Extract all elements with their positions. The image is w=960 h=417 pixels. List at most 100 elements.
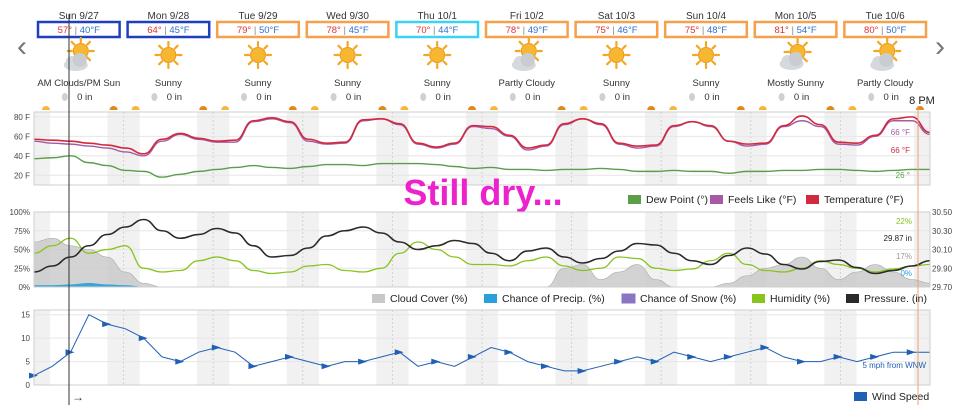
partly-cloudy-icon [511,36,543,71]
sunset-icon [378,106,387,110]
time-arrow-icon: → [72,390,84,404]
sun-icon [691,40,721,70]
wind-arrow [211,344,221,351]
sun-ray [247,60,253,66]
night-band [824,310,841,385]
night-band [213,112,230,185]
night-band [465,310,482,385]
sunset-icon [468,106,476,110]
wind-arrow [906,349,916,356]
sun-icon [154,40,183,70]
wind-arrow [870,353,880,360]
night-band [750,310,767,385]
day-column: Sun 9/27 57° | 40°F AM Clouds/PM Sun 0 in [36,11,121,110]
wind-arrow [723,353,733,360]
night-band [482,112,499,185]
day-column: Mon 10/5 81° | 54°F Mostly Sunny 0 in [753,11,838,110]
y-tick-label: 80 F [14,113,30,122]
end-label: 66 °F [891,128,910,137]
sun-icon [333,40,362,70]
day-column: Tue 10/6 80° | 50°F Partly Cloudy 0 in [843,11,928,110]
sun-ray [263,60,269,66]
wind-arrow [431,358,441,365]
temp-separator: | [162,25,170,36]
sun-disc [429,47,446,63]
night-band [197,310,214,385]
temp-separator: | [789,25,797,36]
sunrise-icon [400,106,409,110]
day-precip: 0 in [884,92,899,103]
hi-lo-temps: 64° | 45°F [147,25,189,36]
legend-swatch [846,294,859,303]
lo-temp: 44°F [438,25,458,36]
day-date: Wed 9/30 [326,11,369,22]
day-column: Fri 10/2 78° | 49°F Partly Cloudy 0 in [484,11,569,110]
temp-separator: | [878,25,886,36]
wind-arrow [541,363,550,370]
lo-temp: 54°F [797,25,817,36]
hi-temp: 70° [416,25,431,36]
right-y-tick-label: 29.70 [932,283,953,292]
night-band [734,310,751,385]
y-tick-label: 50% [14,246,30,255]
sun-ray [352,60,358,66]
lo-temp: 48°F [707,25,727,36]
sun-ray [892,40,898,46]
sun-ray [70,40,76,46]
legend-label: Cloud Cover (%) [390,293,468,305]
cloud-puff [520,53,535,67]
day-date: Fri 10/2 [510,11,544,22]
cloud-puff [72,53,87,67]
temp-separator: | [430,25,438,36]
end-label: 29.87 in [884,234,912,243]
raindrop-icon [330,93,337,101]
sun-disc [339,47,356,63]
sun-ray [606,44,612,50]
raindrop-icon [868,93,875,101]
day-condition: Sunny [334,78,361,89]
next-arrow[interactable]: › [935,30,945,63]
partly-cloudy-icon [63,36,95,71]
sun-disc [608,47,625,63]
night-band [750,112,767,185]
temp-separator: | [610,25,618,36]
end-label: 26 ° [896,171,910,180]
still-dry-annotation: Still dry... [403,172,562,213]
sunset-icon [826,106,835,110]
raindrop-icon [778,93,785,101]
y-tick-label: 60 F [14,132,30,141]
hi-temp: 57° [58,25,73,36]
day-date: Sat 10/3 [598,11,636,22]
y-tick-label: 0% [18,283,30,292]
day-highlight-box [395,20,480,39]
cloud-puff [788,52,803,66]
sun-ray [876,40,882,46]
temp-separator: | [699,25,707,36]
wind-arrow [687,353,697,360]
day-column: Thu 10/1 70° | 44°F Sunny 0 in [395,11,480,110]
night-band [555,112,572,185]
sun-ray [892,56,898,62]
day-condition: Partly Cloudy [499,78,556,89]
day-highlight-box [36,20,121,39]
sun-ray [86,40,92,46]
sun-ray [337,44,343,50]
day-condition: Sunny [603,78,630,89]
wind-arrow [797,358,806,365]
legend-label: Feels Like (°F) [728,194,796,206]
day-highlight-box [215,20,301,39]
legend-swatch [854,392,867,401]
legend-label: Chance of Precip. (%) [502,293,605,305]
night-band [286,310,303,385]
day-condition: Sunny [155,78,182,89]
sun-ray [426,44,432,50]
night-band [661,310,678,385]
temp-separator: | [341,25,349,36]
day-date: Sun 9/27 [59,11,99,22]
prev-arrow[interactable]: ‹ [17,30,27,63]
sun-ray [173,60,179,66]
night-band [661,112,678,185]
hi-temp: 64° [147,25,162,36]
sun-ray [606,60,612,66]
